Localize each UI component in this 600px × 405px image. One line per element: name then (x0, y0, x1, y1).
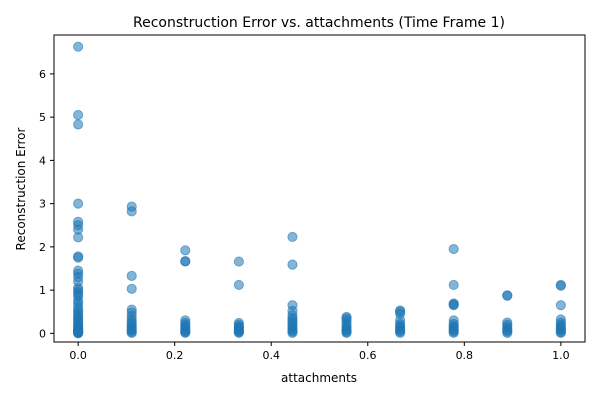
y-axis: 0 1 2 3 4 5 6 (39, 68, 54, 340)
data-point (73, 41, 84, 52)
data-point (126, 327, 137, 339)
data-point (73, 252, 84, 263)
data-point (555, 280, 566, 291)
data-point (73, 109, 84, 121)
y-tick-label: 3 (39, 198, 46, 211)
data-point (448, 300, 459, 311)
data-point (180, 256, 191, 267)
data-point (233, 256, 244, 267)
x-tick-label: 1.0 (552, 349, 570, 362)
data-point (126, 270, 137, 281)
data-point (233, 327, 244, 339)
x-tick-label: 0.0 (69, 349, 87, 362)
data-point (287, 231, 298, 243)
x-tick-label: 0.2 (166, 349, 184, 362)
y-tick-label: 6 (39, 68, 46, 81)
data-point (126, 283, 137, 294)
y-tick-label: 5 (39, 111, 46, 124)
data-point (73, 198, 84, 209)
data-point (448, 279, 459, 291)
x-tick-label: 0.4 (262, 349, 280, 362)
data-point (73, 232, 84, 243)
data-point (73, 328, 84, 339)
data-point (287, 259, 298, 270)
data-point (287, 327, 298, 339)
x-tick-label: 0.6 (359, 349, 377, 362)
y-tick-label: 2 (39, 241, 46, 254)
data-point (555, 327, 566, 339)
x-axis-label: attachments (281, 371, 357, 385)
data-point (126, 206, 137, 217)
y-tick-label: 1 (39, 284, 46, 297)
x-tick-label: 0.8 (456, 349, 474, 362)
data-point (180, 245, 191, 256)
data-point (73, 119, 84, 130)
y-axis-label: Reconstruction Error (14, 128, 28, 251)
data-point (502, 290, 513, 301)
data-point (448, 327, 459, 339)
chart-title: Reconstruction Error vs. attachments (Ti… (133, 15, 505, 31)
data-point (502, 327, 513, 339)
data-point (448, 243, 459, 255)
plot-frame (53, 34, 586, 343)
data-point (395, 327, 406, 339)
data-point (555, 300, 566, 311)
data-point (180, 327, 191, 339)
y-tick-label: 0 (39, 327, 46, 340)
data-point (341, 327, 352, 339)
x-axis: 0.0 0.2 0.4 0.6 0.8 1.0 (69, 342, 570, 362)
points-layer (73, 41, 566, 339)
y-tick-label: 4 (39, 154, 46, 167)
data-point (233, 279, 244, 291)
